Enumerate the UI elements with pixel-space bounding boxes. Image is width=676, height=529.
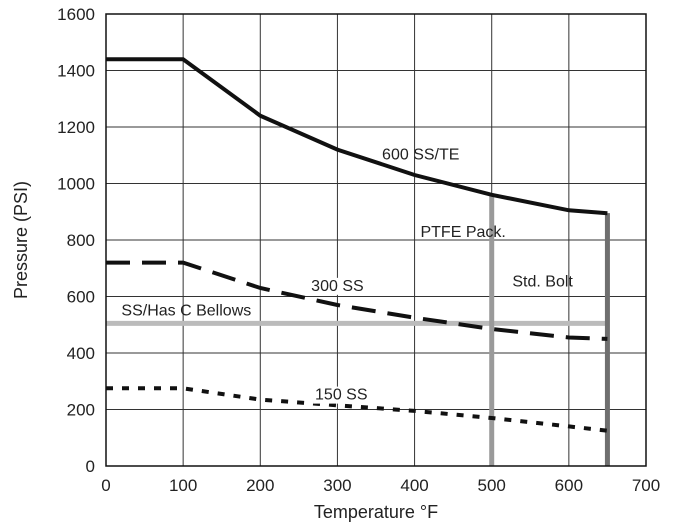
annotation-label-0: 600 SS/TE bbox=[382, 146, 459, 163]
x-tick-labels: 0 100 200 300 400 500 600 700 bbox=[101, 476, 660, 495]
series-line-0 bbox=[106, 57, 608, 216]
x-axis-title: Temperature °F bbox=[314, 502, 438, 522]
series-lines bbox=[106, 57, 608, 433]
x-tick-label: 600 bbox=[555, 476, 583, 495]
y-tick-label: 1400 bbox=[57, 62, 95, 81]
x-tick-label: 400 bbox=[400, 476, 428, 495]
annotation-label-4: PTFE Pack. bbox=[420, 224, 505, 241]
y-tick-label: 400 bbox=[67, 344, 95, 363]
limit-lines bbox=[106, 193, 610, 466]
y-tick-label: 1200 bbox=[57, 118, 95, 137]
x-tick-label: 0 bbox=[101, 476, 110, 495]
y-tick-label: 1600 bbox=[57, 5, 95, 24]
x-tick-label: 700 bbox=[632, 476, 660, 495]
annotation-label-5: Std. Bolt bbox=[512, 274, 573, 291]
plot-frame bbox=[105, 13, 647, 467]
y-tick-labels: 0 200 400 600 800 1000 1200 1400 1600 bbox=[57, 5, 95, 476]
y-tick-label: 1000 bbox=[57, 175, 95, 194]
x-tick-label: 300 bbox=[323, 476, 351, 495]
y-tick-label: 800 bbox=[67, 231, 95, 250]
series-line-1 bbox=[106, 260, 608, 341]
y-tick-label: 200 bbox=[67, 401, 95, 420]
grid bbox=[105, 13, 647, 467]
annotation-background bbox=[313, 386, 370, 404]
y-axis-title: Pressure (PSI) bbox=[11, 181, 31, 299]
annotation-label-1: 300 SS bbox=[311, 278, 363, 295]
x-tick-label: 200 bbox=[246, 476, 274, 495]
y-tick-label: 0 bbox=[86, 457, 95, 476]
annotation-label-2: 150 SS bbox=[315, 387, 367, 404]
x-tick-label: 500 bbox=[478, 476, 506, 495]
annotation-background bbox=[309, 277, 366, 295]
annotations: 600 SS/TE 300 SS 150 SS SS/Has C Bellows PTF… bbox=[121, 146, 573, 404]
series-line-2 bbox=[106, 386, 608, 433]
annotation-label-3: SS/Has C Bellows bbox=[121, 303, 251, 320]
x-tick-label: 100 bbox=[169, 476, 197, 495]
y-tick-label: 600 bbox=[67, 288, 95, 307]
